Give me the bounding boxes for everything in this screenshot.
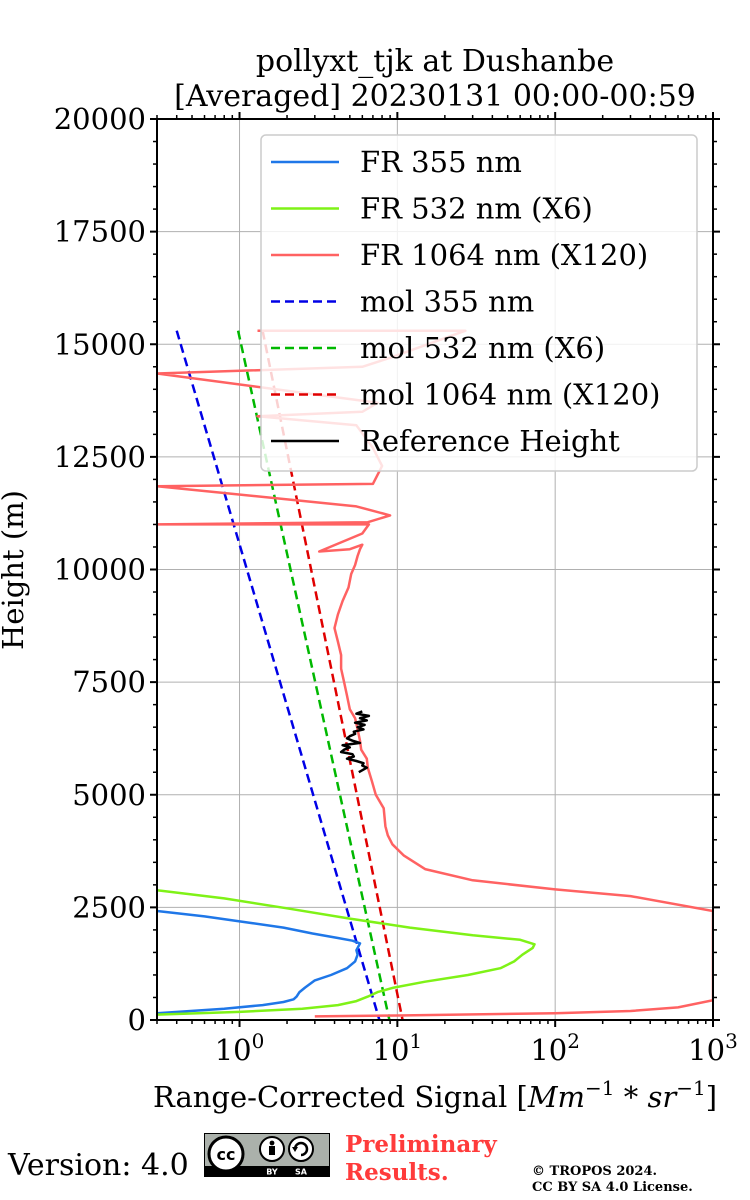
series-line-fr-532-nm-x6: [157, 889, 536, 1016]
legend-label-reference-height: Reference Height: [360, 424, 620, 458]
lidar-signal-chart: pollyxt_tjk at Dushanbe [Averaged] 20230…: [0, 44, 738, 1114]
preliminary-results-note: Preliminary Results.: [345, 1131, 497, 1187]
y-tick-label: 2500: [72, 890, 146, 924]
x-tick-label: 101: [373, 1029, 423, 1067]
x-tick-label: 102: [530, 1029, 580, 1067]
y-tick-label: 20000: [54, 102, 146, 136]
legend-label-fr-355-nm: FR 355 nm: [360, 145, 522, 179]
svg-text:cc: cc: [217, 1145, 236, 1164]
sa-sharealike-icon: [288, 1136, 314, 1162]
preliminary-line-1: Preliminary: [345, 1131, 497, 1158]
y-tick-label: 5000: [72, 778, 146, 812]
copyright-line-1: © TROPOS 2024.: [532, 1164, 658, 1179]
legend-label-mol-532-nm-x6: mol 532 nm (X6): [360, 331, 605, 365]
y-axis-label: Height (m): [0, 490, 30, 650]
y-tick-label: 12500: [54, 440, 146, 474]
preliminary-line-2: Results.: [345, 1159, 449, 1186]
svg-text:BY: BY: [266, 1168, 278, 1177]
series-line-fr-355-nm: [157, 909, 362, 1015]
cc-by-sa-license-badge[interactable]: cc BY SA: [204, 1133, 330, 1177]
legend: FR 355 nm FR 532 nm (X6) FR 1064 nm (X120)…: [260, 134, 698, 472]
y-tick-label: 10000: [54, 553, 146, 587]
copyright-line-2: CC BY SA 4.0 License.: [532, 1180, 693, 1195]
x-tick-label: 100: [215, 1029, 265, 1067]
y-tick-label: 0: [128, 1003, 146, 1037]
legend-box: [260, 134, 698, 472]
svg-text:SA: SA: [295, 1168, 308, 1177]
chart-title-line-1: pollyxt_tjk at Dushanbe: [256, 44, 614, 79]
copyright-notice: © TROPOS 2024. CC BY SA 4.0 License.: [532, 1164, 693, 1196]
version-label: Version: 4.0: [8, 1148, 189, 1183]
x-tick-label: 103: [688, 1029, 738, 1067]
y-tick-label: 7500: [72, 665, 146, 699]
chart-title-line-2: [Averaged] 20230131 00:00-00:59: [174, 79, 696, 114]
series-line-mol-355-nm: [175, 330, 381, 1020]
legend-label-mol-1064-nm-x120: mol 1064 nm (X120): [360, 378, 661, 412]
legend-label-mol-355-nm: mol 355 nm: [360, 285, 534, 319]
legend-label-fr-1064-nm-x120: FR 1064 nm (X120): [360, 238, 648, 272]
axis-ticks: 0 2500 5000 7500 10000 12500 15000 17500 20000 10…: [54, 102, 738, 1067]
cc-icon: [207, 1135, 245, 1173]
y-tick-label: 15000: [54, 327, 146, 361]
legend-label-fr-532-nm-x6: FR 532 nm (X6): [360, 192, 593, 226]
x-axis-label: Range-Corrected Signal [Mm−1 * sr−1]: [153, 1076, 717, 1114]
series-line-reference-height: [339, 710, 371, 774]
y-tick-label: 17500: [54, 215, 146, 249]
